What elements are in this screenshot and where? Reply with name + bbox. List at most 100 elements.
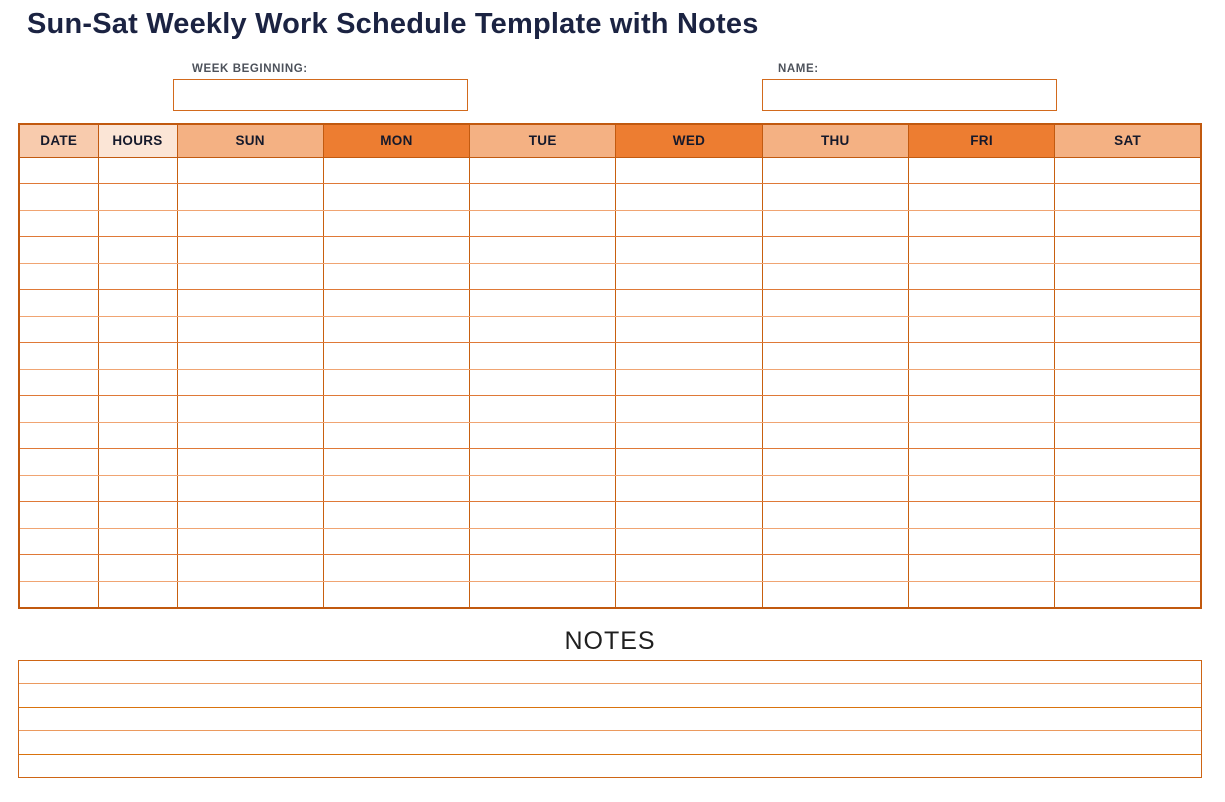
schedule-cell[interactable] xyxy=(907,448,1056,476)
name-input[interactable] xyxy=(762,79,1057,111)
schedule-cell[interactable] xyxy=(1054,210,1202,237)
schedule-cell[interactable] xyxy=(176,581,324,608)
schedule-cell[interactable] xyxy=(1054,395,1202,423)
schedule-cell[interactable] xyxy=(469,263,617,290)
notes-line[interactable] xyxy=(19,706,1201,731)
schedule-cell[interactable] xyxy=(469,210,617,237)
schedule-cell[interactable] xyxy=(322,501,471,529)
schedule-cell[interactable] xyxy=(322,289,471,317)
schedule-cell[interactable] xyxy=(615,581,763,608)
schedule-cell[interactable] xyxy=(176,289,324,317)
schedule-cell[interactable] xyxy=(18,369,99,396)
schedule-cell[interactable] xyxy=(615,183,763,211)
schedule-cell[interactable] xyxy=(615,289,763,317)
schedule-cell[interactable] xyxy=(18,289,99,317)
schedule-cell[interactable] xyxy=(907,528,1056,555)
schedule-cell[interactable] xyxy=(1054,422,1202,449)
schedule-cell[interactable] xyxy=(322,342,471,370)
schedule-cell[interactable] xyxy=(469,342,617,370)
schedule-cell[interactable] xyxy=(761,183,909,211)
schedule-cell[interactable] xyxy=(615,342,763,370)
schedule-cell[interactable] xyxy=(322,236,471,264)
schedule-cell[interactable] xyxy=(1054,263,1202,290)
schedule-cell[interactable] xyxy=(18,263,99,290)
schedule-cell[interactable] xyxy=(615,475,763,502)
schedule-cell[interactable] xyxy=(18,528,99,555)
schedule-cell[interactable] xyxy=(176,263,324,290)
week-beginning-input[interactable] xyxy=(173,79,468,111)
schedule-cell[interactable] xyxy=(176,395,324,423)
schedule-cell[interactable] xyxy=(1054,528,1202,555)
schedule-cell[interactable] xyxy=(322,263,471,290)
schedule-cell[interactable] xyxy=(97,183,178,211)
schedule-cell[interactable] xyxy=(1054,183,1202,211)
schedule-cell[interactable] xyxy=(469,236,617,264)
schedule-cell[interactable] xyxy=(97,236,178,264)
schedule-cell[interactable] xyxy=(469,316,617,343)
schedule-cell[interactable] xyxy=(615,316,763,343)
schedule-cell[interactable] xyxy=(615,157,763,184)
schedule-cell[interactable] xyxy=(469,448,617,476)
schedule-cell[interactable] xyxy=(907,316,1056,343)
schedule-cell[interactable] xyxy=(97,395,178,423)
schedule-cell[interactable] xyxy=(97,316,178,343)
schedule-cell[interactable] xyxy=(907,581,1056,608)
schedule-cell[interactable] xyxy=(176,236,324,264)
schedule-cell[interactable] xyxy=(761,316,909,343)
schedule-cell[interactable] xyxy=(97,210,178,237)
schedule-cell[interactable] xyxy=(176,528,324,555)
schedule-cell[interactable] xyxy=(761,395,909,423)
schedule-cell[interactable] xyxy=(18,183,99,211)
schedule-cell[interactable] xyxy=(176,369,324,396)
schedule-cell[interactable] xyxy=(322,528,471,555)
schedule-cell[interactable] xyxy=(469,395,617,423)
schedule-cell[interactable] xyxy=(469,581,617,608)
schedule-cell[interactable] xyxy=(18,448,99,476)
schedule-cell[interactable] xyxy=(907,289,1056,317)
schedule-cell[interactable] xyxy=(907,395,1056,423)
schedule-cell[interactable] xyxy=(322,210,471,237)
schedule-cell[interactable] xyxy=(97,554,178,582)
schedule-cell[interactable] xyxy=(907,369,1056,396)
schedule-cell[interactable] xyxy=(97,422,178,449)
schedule-cell[interactable] xyxy=(469,554,617,582)
schedule-cell[interactable] xyxy=(322,554,471,582)
schedule-cell[interactable] xyxy=(322,316,471,343)
schedule-cell[interactable] xyxy=(469,422,617,449)
schedule-cell[interactable] xyxy=(615,395,763,423)
notes-line[interactable] xyxy=(19,730,1201,754)
schedule-cell[interactable] xyxy=(1054,236,1202,264)
schedule-cell[interactable] xyxy=(322,422,471,449)
schedule-cell[interactable] xyxy=(1054,475,1202,502)
schedule-cell[interactable] xyxy=(97,289,178,317)
schedule-cell[interactable] xyxy=(615,422,763,449)
schedule-cell[interactable] xyxy=(907,157,1056,184)
schedule-cell[interactable] xyxy=(176,475,324,502)
schedule-cell[interactable] xyxy=(176,210,324,237)
schedule-cell[interactable] xyxy=(761,210,909,237)
schedule-cell[interactable] xyxy=(18,395,99,423)
schedule-cell[interactable] xyxy=(322,448,471,476)
schedule-cell[interactable] xyxy=(97,369,178,396)
schedule-cell[interactable] xyxy=(907,501,1056,529)
schedule-cell[interactable] xyxy=(907,183,1056,211)
schedule-cell[interactable] xyxy=(615,263,763,290)
schedule-cell[interactable] xyxy=(1054,448,1202,476)
schedule-cell[interactable] xyxy=(615,528,763,555)
schedule-cell[interactable] xyxy=(176,157,324,184)
schedule-cell[interactable] xyxy=(907,475,1056,502)
schedule-cell[interactable] xyxy=(907,263,1056,290)
schedule-cell[interactable] xyxy=(907,422,1056,449)
schedule-cell[interactable] xyxy=(1054,289,1202,317)
schedule-cell[interactable] xyxy=(322,157,471,184)
schedule-cell[interactable] xyxy=(176,501,324,529)
schedule-cell[interactable] xyxy=(761,369,909,396)
schedule-cell[interactable] xyxy=(469,501,617,529)
schedule-cell[interactable] xyxy=(97,263,178,290)
schedule-cell[interactable] xyxy=(761,528,909,555)
schedule-cell[interactable] xyxy=(615,501,763,529)
schedule-cell[interactable] xyxy=(18,342,99,370)
schedule-cell[interactable] xyxy=(469,183,617,211)
schedule-cell[interactable] xyxy=(469,157,617,184)
schedule-cell[interactable] xyxy=(176,422,324,449)
